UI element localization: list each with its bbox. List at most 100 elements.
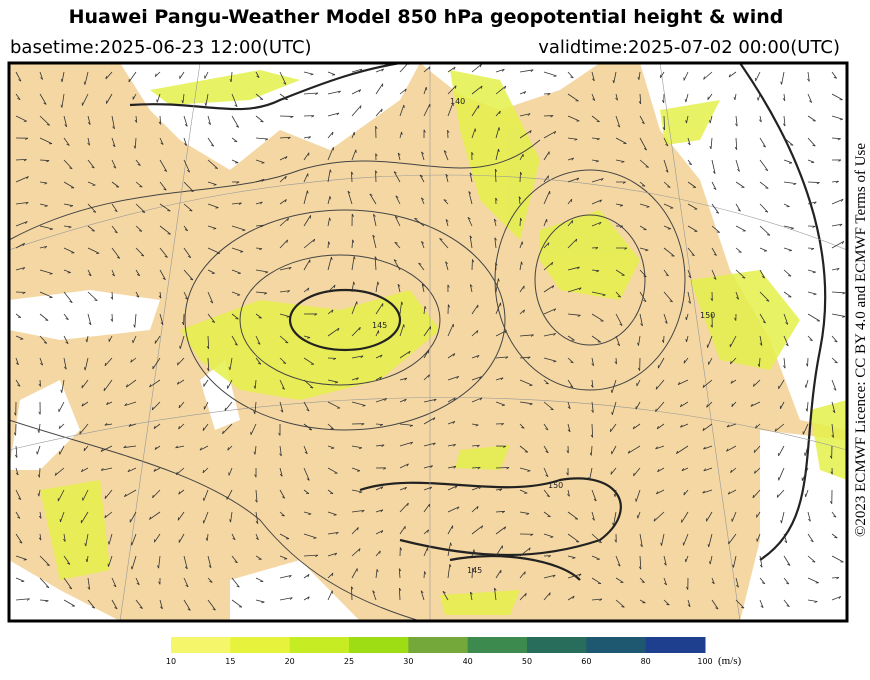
wind-arrow-head xyxy=(23,559,27,561)
wind-arrow-head xyxy=(706,404,708,408)
wind-arrow-head xyxy=(253,451,256,455)
basetime: basetime:2025-06-23 12:00(UTC) xyxy=(10,37,312,58)
wind-arrow-head xyxy=(713,253,717,256)
wind-arrow-head xyxy=(842,292,846,295)
wind-arrow xyxy=(399,350,411,359)
wind-arrow xyxy=(351,586,353,601)
wind-arrow xyxy=(591,71,595,82)
wind-arrow xyxy=(255,555,262,560)
wind-arrow xyxy=(519,511,530,514)
wind-arrow xyxy=(399,131,402,139)
wind-arrow xyxy=(183,181,194,192)
wind-arrow xyxy=(447,421,456,425)
wind-arrow xyxy=(519,153,524,161)
wind-arrow xyxy=(397,152,401,161)
wind-arrow xyxy=(303,467,310,481)
wind-arrow xyxy=(639,115,645,124)
wind-arrow-head xyxy=(480,85,483,89)
wind-arrow xyxy=(351,149,357,161)
wind-arrow xyxy=(663,291,673,303)
wind-arrow-head xyxy=(790,227,794,230)
wind-arrow xyxy=(591,577,602,584)
wind-arrow xyxy=(199,445,209,451)
wind-arrow-head xyxy=(351,213,354,217)
wind-arrow-head xyxy=(257,342,261,345)
wind-arrow-head xyxy=(351,171,354,175)
wind-arrow xyxy=(729,335,737,348)
wind-arrow-head xyxy=(661,339,664,343)
wind-arrow xyxy=(685,555,689,563)
wind-arrow xyxy=(327,241,329,249)
wind-arrow xyxy=(783,533,788,543)
wind-arrow xyxy=(279,290,290,293)
wind-arrow xyxy=(611,379,617,393)
wind-arrow-head xyxy=(445,261,448,265)
wind-arrow-head xyxy=(469,172,473,176)
wind-arrow xyxy=(613,71,617,84)
wind-arrow-head xyxy=(525,593,527,597)
wind-arrow-head xyxy=(757,97,759,101)
wind-arrow-head xyxy=(691,254,695,257)
wind-arrow xyxy=(703,445,713,450)
wind-arrow-head xyxy=(479,376,482,380)
wind-arrow-head xyxy=(158,295,162,299)
wind-arrow xyxy=(783,225,794,229)
wind-arrow-head xyxy=(610,471,612,475)
wind-arrow-head xyxy=(423,129,426,133)
wind-arrow-head xyxy=(261,162,265,164)
wind-arrow xyxy=(447,66,456,73)
wind-arrow-head xyxy=(656,426,659,430)
wind-arrow xyxy=(759,577,766,584)
wind-arrow xyxy=(567,137,578,140)
wind-arrow-head xyxy=(46,124,50,126)
wind-arrow-head xyxy=(809,339,813,342)
wind-arrow xyxy=(677,379,689,385)
wind-arrow xyxy=(657,357,665,369)
wind-arrow-head xyxy=(590,384,594,388)
wind-arrow-head xyxy=(376,569,379,573)
wind-arrow-head xyxy=(709,146,712,150)
wind-arrow xyxy=(657,467,665,473)
wind-arrow-head xyxy=(131,566,133,570)
wind-arrow-head xyxy=(358,447,363,450)
wind-arrow-head xyxy=(124,493,127,497)
wind-arrow-head xyxy=(655,491,659,495)
wind-arrow xyxy=(39,577,50,588)
wind-arrow xyxy=(327,531,339,535)
wind-arrow xyxy=(591,247,599,249)
wind-arrow-head xyxy=(495,262,498,266)
wind-arrow-head xyxy=(259,248,263,251)
wind-arrow xyxy=(149,379,161,388)
wind-arrow-head xyxy=(306,478,310,481)
wind-arrow xyxy=(61,379,65,393)
wind-arrow xyxy=(178,423,185,430)
wind-arrow xyxy=(63,335,69,344)
wind-arrow-head xyxy=(104,495,107,499)
wind-arrow xyxy=(447,323,454,337)
wind-arrow xyxy=(519,241,523,249)
wind-arrow xyxy=(39,467,41,478)
wind-arrow xyxy=(615,313,623,326)
wind-arrow-head xyxy=(114,231,118,234)
wind-arrow xyxy=(591,159,599,162)
wind-arrow-head xyxy=(421,197,424,200)
wind-arrow xyxy=(183,247,192,258)
wind-arrow-head xyxy=(178,426,180,430)
wind-arrow xyxy=(375,486,384,491)
wind-arrow-head xyxy=(688,275,692,279)
wind-arrow xyxy=(783,357,786,369)
wind-arrow-head xyxy=(279,473,283,477)
wind-arrow-head xyxy=(753,449,756,453)
colorbar-tick-label: 50 xyxy=(522,657,532,666)
wind-arrow xyxy=(39,335,48,344)
wind-arrow-head xyxy=(550,115,554,118)
wind-arrow-head xyxy=(15,472,19,476)
wind-arrow xyxy=(327,590,333,601)
wind-arrow xyxy=(135,291,140,298)
wind-arrow xyxy=(63,313,69,320)
wind-arrow-head xyxy=(189,209,193,212)
wind-arrow xyxy=(104,511,113,519)
wind-arrow xyxy=(735,577,739,588)
wind-arrow-head xyxy=(617,124,621,128)
wind-arrow xyxy=(447,564,451,579)
